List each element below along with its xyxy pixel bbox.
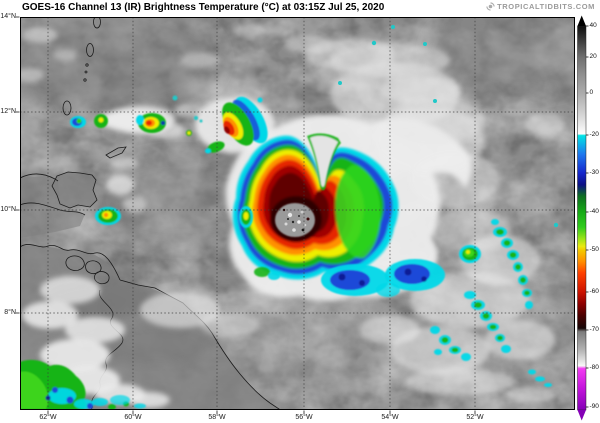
colorbar-tick-label: -80 <box>589 364 599 371</box>
colorbar <box>577 15 589 421</box>
cell-south-of-trinidad <box>95 207 121 225</box>
axis-tickmarks <box>16 16 476 414</box>
small-cells-12n <box>70 95 203 136</box>
itcz-cells <box>430 219 552 387</box>
colorbar-gradient <box>577 25 587 411</box>
tiny-cyan-dots <box>338 25 559 228</box>
colorbar-tick-label: -50 <box>589 246 599 253</box>
graticule <box>20 17 575 410</box>
lon-tick-label: 62°W <box>39 414 57 421</box>
lat-tick-label: 12°N <box>0 108 16 115</box>
colorbar-tick-label: -40 <box>589 208 599 215</box>
colorbar-tick-label: -20 <box>589 131 599 138</box>
colorbar-tick-label: 40 <box>589 22 597 29</box>
lon-tick-label: 56°W <box>295 414 313 421</box>
storm-notch <box>307 133 341 191</box>
sw-coastal-convection <box>20 359 146 410</box>
colorbar-tick-label: -30 <box>589 169 599 176</box>
colorbar-tick-label: 0 <box>589 89 594 96</box>
colorbar-tick-label: -60 <box>589 288 599 295</box>
map-border <box>20 17 575 410</box>
lon-tick-label: 52°W <box>466 414 484 421</box>
colorbar-tick-label: 20 <box>589 53 597 60</box>
storm-fringe-cells <box>239 206 445 297</box>
satellite-imagery <box>20 17 575 410</box>
lat-tick-label: 14°N <box>0 13 16 20</box>
nw-convective-cluster <box>205 96 268 154</box>
watermark: TROPICALTIDBITS.COM <box>486 2 595 11</box>
storm-core-speckles <box>275 203 315 237</box>
watermark-text: TROPICALTIDBITS.COM <box>497 2 595 11</box>
lon-tick-label: 60°W <box>124 414 142 421</box>
tropicaltidbits-logo-icon <box>486 2 495 11</box>
lat-tick-label: 8°N <box>4 309 16 316</box>
colorbar-arrow-bottom <box>577 410 586 421</box>
lon-tick-label: 58°W <box>208 414 226 421</box>
colorbar-tick-label: -70 <box>589 326 599 333</box>
lat-tick-label: 10°N <box>0 206 16 213</box>
colorbar-arrow-top <box>577 15 586 26</box>
lon-tick-label: 54°W <box>381 414 399 421</box>
page-title: GOES-16 Channel 13 (IR) Brightness Tempe… <box>22 2 385 13</box>
colorbar-tick-label: -90 <box>589 403 599 410</box>
